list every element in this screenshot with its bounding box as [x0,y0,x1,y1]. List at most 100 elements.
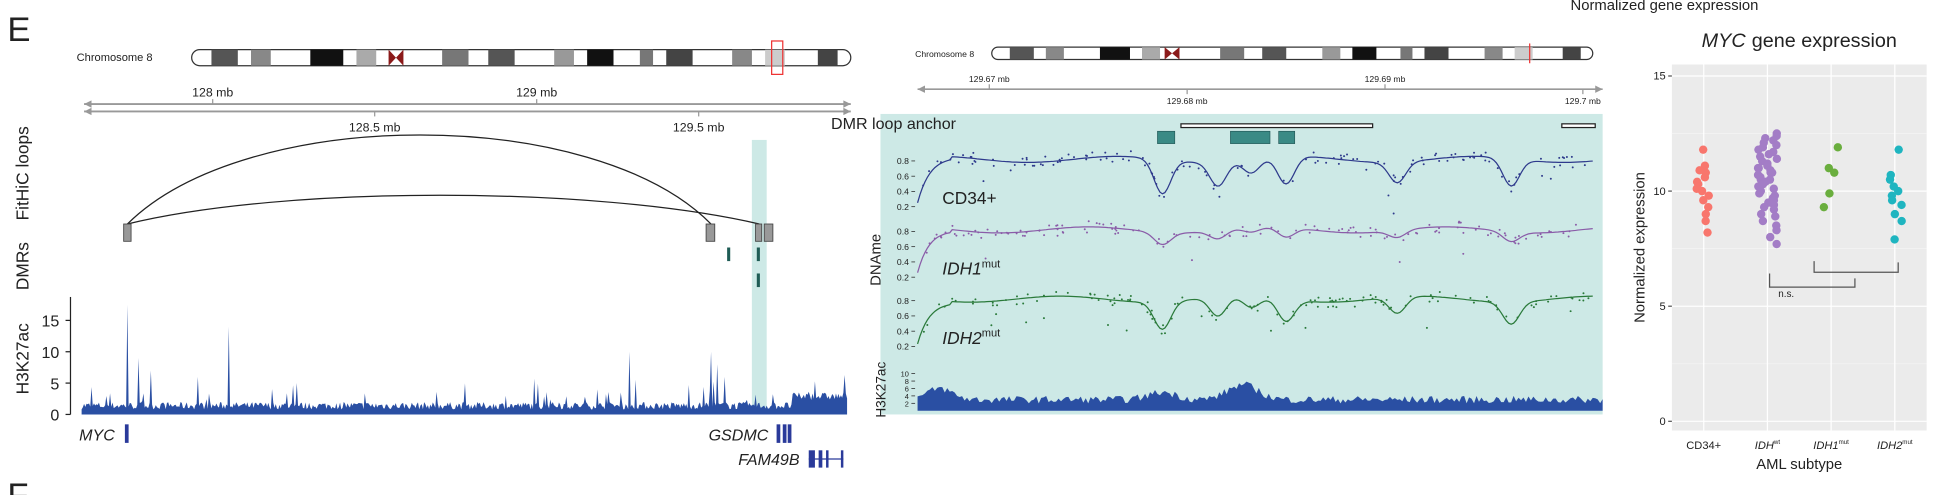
cpg-dot [1425,326,1428,329]
cpg-dot [1039,163,1042,166]
cpg-dot [1215,318,1218,321]
cpg-dot [1339,154,1342,157]
cpg-dot [1516,316,1519,319]
cpg-dot [1374,295,1377,298]
cpg-dot [1380,299,1383,302]
point [1772,239,1781,249]
cpg-dot [1132,229,1135,232]
cpg-dot [1256,303,1259,306]
cpg-dot [1394,233,1397,236]
y-tick-label: 0.2 [897,202,909,212]
loop-anchor-line [1561,123,1596,129]
cpg-dot [1392,174,1395,177]
cpg-dot [1338,298,1341,301]
point [1897,200,1906,210]
cpg-dot [1236,166,1239,169]
cpg-dot [1128,299,1131,302]
cpg-dot [1508,180,1511,183]
y-tick-label: 0.6 [897,311,909,321]
cpg-dot [1550,295,1553,298]
gene-model [782,424,787,443]
cpg-dot [1484,151,1487,154]
cpg-dot [1090,297,1093,300]
cpg-dot [1036,300,1039,303]
cpg-dot [1026,293,1029,296]
cpg-dot [1089,293,1092,296]
cpg-dot [1113,297,1116,300]
cpg-dot [1189,235,1192,238]
cpg-dot [1341,297,1344,300]
cpg-dot [1462,252,1465,255]
cpg-dot [1518,173,1521,176]
cpg-dot [1073,156,1075,159]
bracket [1768,261,1899,288]
cpg-dot [1021,157,1024,160]
anchor-label: DMR loop anchor [831,115,957,133]
cpg-dot [1190,259,1193,262]
axis-tick-label: 128 mb [192,86,233,100]
cpg-dot [986,228,989,231]
cpg-dot [1114,232,1117,235]
cpg-dot [1562,232,1565,235]
y-tick-label: 10 [41,344,59,362]
cpg-dot [1415,231,1418,234]
cpg-dot [1570,155,1573,158]
cpg-dot [1435,229,1438,232]
cpg-dot [1500,175,1503,178]
cpg-dot [1038,229,1041,232]
cpg-dot [1436,300,1439,303]
region-box [771,40,784,75]
cpg-dot [1587,297,1590,300]
cpg-dot [1015,232,1018,235]
cpg-dot [1356,157,1359,160]
cpg-dot [1438,291,1441,294]
chromosome-band [1484,47,1503,60]
cpg-dot [1259,232,1262,235]
dmr [756,247,760,262]
cpg-dot [1401,176,1404,179]
cpg-dot [1150,309,1153,312]
cpg-dot [1023,163,1026,166]
cpg-dot [1245,235,1248,238]
cpg-dot [1329,300,1332,303]
cpg-dot [1450,153,1453,156]
cpg-dot [1056,234,1059,237]
cpg-dot [1041,164,1044,167]
cpg-dot [1170,317,1173,320]
cpg-dot [1091,151,1094,154]
cpg-dot [1245,230,1248,233]
chromosome-band [1142,47,1161,60]
cpg-dot [1105,157,1108,160]
cpg-dot [1374,228,1377,231]
cpg-dot [1292,314,1295,317]
point [1769,205,1779,214]
cpg-dot [933,237,936,240]
cpg-dot [1409,170,1412,173]
y-tick-label: 0.8 [897,227,909,237]
cpg-dot [1299,304,1302,307]
cpg-dot [1337,162,1340,165]
cpg-dot [1571,166,1574,169]
panel-label: F [7,477,28,495]
cpg-dot [1060,157,1063,160]
cpg-dot [1514,236,1517,239]
cpg-dot [1022,302,1025,305]
cpg-dot [1019,229,1022,232]
cpg-dot [1402,239,1405,242]
cpg-dot [1085,231,1088,234]
cpg-dot [1162,245,1165,248]
cpg-dot [1478,225,1481,228]
cpg-dot [1104,151,1107,154]
cpg-dot [1374,162,1377,165]
cpg-dot [1434,230,1437,233]
cpg-dot [1340,157,1343,160]
cpg-dot [1454,294,1457,297]
cpg-dot [1559,164,1562,167]
point [1701,209,1710,219]
cpg-dot [1535,303,1538,306]
cpg-dot [1120,298,1123,301]
cpg-dot [1211,314,1214,317]
point [1890,235,1899,244]
cpg-dot [1474,228,1477,231]
cpg-dot [1143,164,1146,167]
